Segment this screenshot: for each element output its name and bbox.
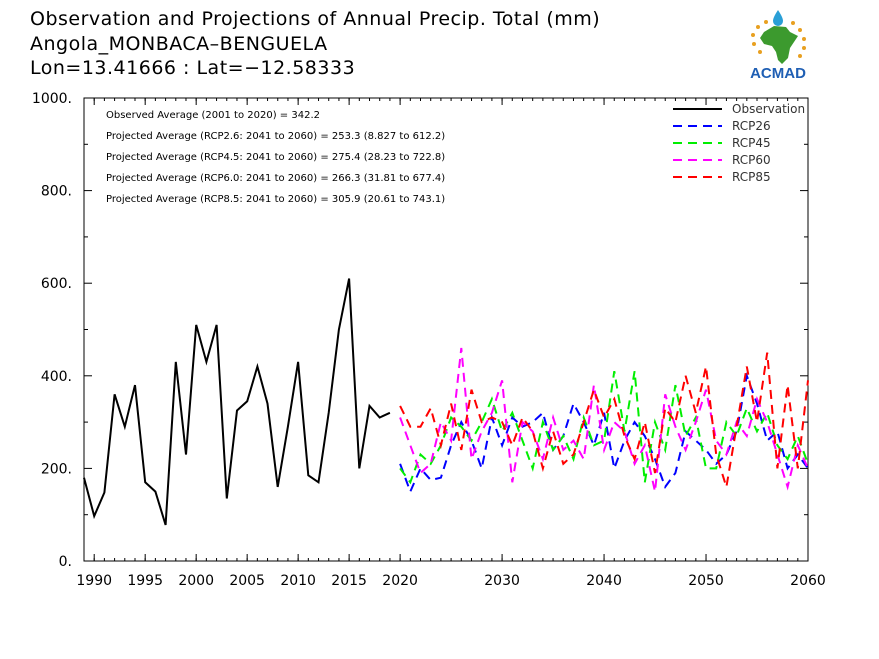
x-tick-label: 2040 bbox=[586, 573, 622, 589]
x-tick-label: 2030 bbox=[484, 573, 520, 589]
legend-label-rcp45: RCP45 bbox=[732, 136, 771, 150]
y-tick-label: 600. bbox=[41, 276, 72, 292]
station-name: Angola_MONBACA–BENGUELA bbox=[30, 33, 328, 55]
plot-frame bbox=[83, 97, 809, 562]
station-coordinates: Lon=13.41666 : Lat=−12.58333 bbox=[30, 57, 356, 79]
logo-text: ACMAD bbox=[750, 65, 806, 82]
stats-block: Observed Average (2001 to 2020) = 342.2 P… bbox=[106, 110, 445, 205]
y-tick-label: 400. bbox=[41, 369, 72, 385]
x-tick-label: 2050 bbox=[688, 573, 724, 589]
legend-label-rcp26: RCP26 bbox=[732, 119, 771, 133]
series-line-observation bbox=[83, 278, 391, 526]
stat-line: Projected Average (RCP4.5: 2041 to 2060)… bbox=[106, 152, 445, 163]
stat-line: Projected Average (RCP8.5: 2041 to 2060)… bbox=[106, 194, 445, 205]
series-layer bbox=[83, 278, 809, 526]
acmad-logo: ACMAD bbox=[738, 8, 818, 84]
x-tick-label: 2000 bbox=[178, 573, 214, 589]
africa-map-logo-icon: ACMAD bbox=[750, 10, 806, 82]
stat-line: Projected Average (RCP2.6: 2041 to 2060)… bbox=[106, 131, 445, 142]
series-line-rcp45 bbox=[399, 371, 809, 485]
legend-label-observation: Observation bbox=[732, 102, 805, 116]
legend-label-rcp85: RCP85 bbox=[732, 170, 771, 184]
chart-title: Observation and Projections of Annual Pr… bbox=[30, 8, 601, 30]
plot-border bbox=[83, 97, 809, 562]
legend-label-rcp60: RCP60 bbox=[732, 153, 771, 167]
stat-line: Projected Average (RCP6.0: 2041 to 2060)… bbox=[106, 173, 445, 184]
x-tick-label: 2005 bbox=[229, 573, 265, 589]
y-tick-label: 800. bbox=[41, 184, 72, 200]
x-tick-label: 2060 bbox=[790, 573, 826, 589]
x-tick-label: 1990 bbox=[76, 573, 112, 589]
series-line-rcp85 bbox=[399, 352, 809, 488]
x-tick-label: 2020 bbox=[382, 573, 418, 589]
x-tick-label: 2015 bbox=[331, 573, 367, 589]
series-line-rcp60 bbox=[399, 347, 809, 492]
y-tick-label: 0. bbox=[59, 554, 72, 570]
y-tick-label: 1000. bbox=[32, 91, 72, 107]
axis-ticks: 1990 1995 2000 2005 2010 2015 2020 2030 2040 2050… bbox=[32, 91, 826, 589]
legend: Observation RCP26 RCP45 RCP60 RCP85 bbox=[673, 102, 805, 184]
x-tick-label: 1995 bbox=[127, 573, 163, 589]
stat-line: Observed Average (2001 to 2020) = 342.2 bbox=[106, 110, 320, 121]
x-tick-label: 2010 bbox=[280, 573, 316, 589]
y-tick-label: 200. bbox=[41, 461, 72, 477]
series-line-rcp26 bbox=[399, 372, 809, 495]
